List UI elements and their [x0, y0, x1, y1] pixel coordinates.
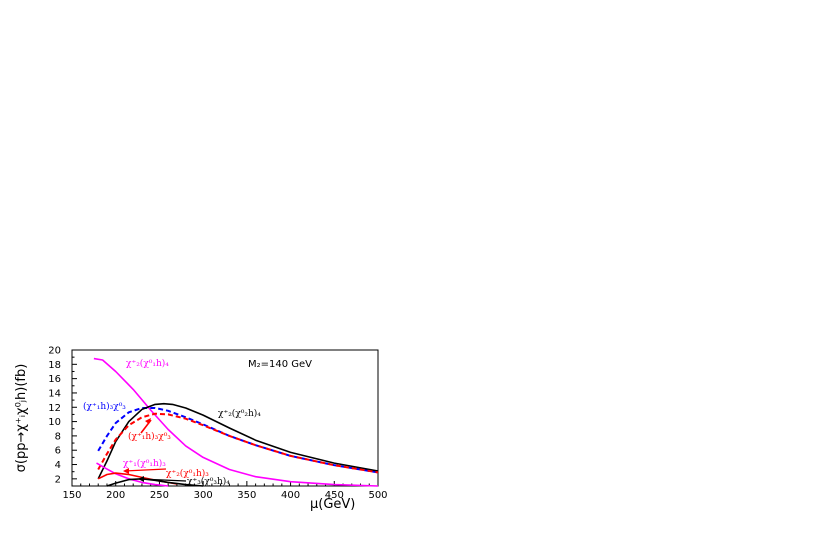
y-tick-label: 20: [48, 346, 61, 357]
label-series-2: (χ⁺₁h)₃χ⁰₃: [83, 401, 126, 412]
y-axis-title: σ(pp→χ⁺ᵢχ⁰ⱼh)(fb): [14, 364, 29, 473]
y-tick-label: 12: [48, 403, 61, 414]
x-tick-label: 250: [150, 490, 169, 501]
label-series-3: χ⁺₂(χ⁰₂h)₄: [218, 408, 261, 419]
y-tick-label: 10: [48, 417, 61, 428]
label-series-1: χ⁺₂(χ⁰₁h)₄: [126, 358, 169, 369]
series-line-2: [97, 407, 379, 474]
series-layer: [93, 357, 379, 487]
x-tick-label: 200: [106, 490, 125, 501]
label-series-4: (χ⁺₁h)₃χ⁰₃: [128, 431, 171, 442]
mass-note: M₂=140 GeV: [248, 359, 312, 370]
y-tick-label: 18: [48, 360, 61, 371]
arrow-red-label: [140, 418, 152, 434]
y-tick-label: 8: [55, 431, 61, 442]
y-tick-label: 4: [55, 460, 61, 471]
y-tick-label: 6: [55, 446, 61, 457]
series-line-1: [93, 357, 379, 487]
plot-frame: [71, 349, 379, 487]
x-tick-label: 300: [194, 490, 213, 501]
series-line-4: [97, 412, 379, 474]
x-tick-label: 450: [325, 490, 344, 501]
y-tick-label: 2: [55, 474, 61, 485]
x-tick-label: 350: [237, 490, 256, 501]
arrow-black-small: [138, 476, 187, 482]
label-series-6: χ⁺₂(χ⁰₁h)₃: [166, 468, 209, 479]
x-tick-label: 500: [368, 490, 387, 501]
x-tick-label: 150: [62, 490, 81, 501]
y-tick-label: 16: [48, 374, 61, 385]
x-tick-label: 400: [281, 490, 300, 501]
arrow-red-small: [123, 468, 167, 474]
y-axis: 2 4 6 8 10 12 14 16 18 20: [48, 346, 77, 487]
x-axis-title: μ(GeV): [310, 497, 355, 512]
label-series-7: χ⁺₃(χ⁰₃h)₄: [187, 476, 230, 487]
y-tick-label: 14: [48, 388, 61, 399]
label-series-5: χ⁺₁(χ⁰₁h)₃: [123, 458, 166, 469]
